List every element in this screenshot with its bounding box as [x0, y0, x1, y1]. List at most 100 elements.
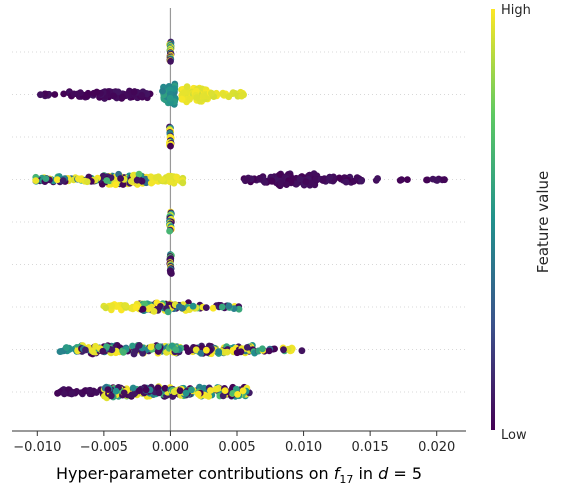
data-point [184, 348, 192, 355]
x-axis: −0.010 −0.005 0.000 0.005 0.010 0.015 0.020 [12, 430, 466, 455]
data-point [179, 179, 187, 187]
data-point [312, 175, 320, 183]
data-point [243, 344, 251, 351]
data-point [207, 387, 214, 394]
data-point [70, 90, 78, 98]
data-point [296, 175, 304, 183]
data-point [167, 142, 174, 150]
data-point [147, 173, 155, 181]
data-point [178, 95, 186, 103]
data-point [205, 393, 213, 400]
data-point [112, 387, 120, 395]
data-point [114, 88, 122, 96]
data-point [161, 384, 169, 392]
data-point [219, 392, 227, 400]
data-point [183, 83, 191, 91]
data-point [168, 270, 175, 277]
data-point [219, 90, 227, 98]
data-points [32, 38, 448, 402]
data-point [135, 170, 143, 178]
data-point [83, 92, 91, 100]
x-tick-label: 0.020 [418, 440, 455, 455]
data-point [108, 302, 116, 310]
data-point [235, 305, 243, 313]
data-point [292, 180, 300, 188]
data-point [159, 176, 167, 184]
data-point [119, 93, 126, 101]
data-point [132, 304, 140, 312]
data-point [192, 346, 200, 354]
data-point [342, 178, 350, 186]
data-point [358, 177, 365, 185]
data-point [203, 346, 210, 354]
data-point [139, 305, 147, 313]
data-point [271, 345, 278, 353]
data-point [243, 176, 251, 184]
data-point [144, 305, 152, 313]
data-point [182, 389, 190, 397]
data-point [86, 386, 94, 394]
data-point [59, 177, 67, 185]
colorbar-high-label: High [501, 3, 531, 18]
x-tick-label: −0.010 [13, 440, 61, 455]
data-point [166, 227, 174, 235]
colorbar-low-label: Low [501, 428, 527, 443]
x-axis-label: Hyper-parameter contributions on f17 in … [56, 464, 422, 486]
data-point [32, 177, 40, 185]
row-grid-lines [12, 51, 466, 393]
data-point [166, 178, 174, 186]
data-point [159, 87, 167, 95]
data-point [188, 386, 195, 394]
data-point [225, 302, 233, 310]
data-point [265, 347, 273, 355]
data-point [277, 179, 285, 187]
data-point [157, 303, 164, 310]
data-point [147, 343, 155, 351]
data-point [93, 389, 100, 396]
data-point [127, 178, 135, 185]
data-point [404, 176, 411, 184]
data-point [77, 89, 84, 97]
data-point [142, 386, 150, 394]
data-point [302, 178, 310, 186]
data-point [135, 387, 143, 394]
data-point [53, 176, 61, 184]
data-point [60, 390, 68, 398]
data-point [221, 387, 229, 394]
data-point [197, 349, 205, 357]
data-point [186, 95, 194, 103]
data-point [129, 342, 136, 350]
data-point [135, 342, 143, 349]
data-point [154, 384, 162, 392]
data-point [120, 349, 127, 356]
data-point [164, 308, 172, 316]
data-point [172, 346, 180, 354]
data-point [155, 389, 163, 397]
data-point [83, 178, 91, 186]
data-point [335, 174, 343, 182]
data-point [238, 92, 246, 100]
data-point [104, 386, 112, 393]
x-tick-label: 0.015 [352, 440, 389, 455]
data-point [202, 304, 210, 311]
data-point [307, 179, 315, 187]
data-point [112, 181, 120, 189]
data-point [176, 303, 183, 311]
data-point [276, 171, 284, 179]
data-point [120, 389, 128, 397]
data-point [167, 57, 174, 65]
data-point [223, 348, 231, 356]
data-point [194, 390, 202, 398]
data-point [117, 175, 124, 182]
data-point [239, 387, 247, 395]
data-point [166, 173, 173, 181]
data-point [110, 92, 117, 100]
data-point [280, 346, 287, 354]
data-point [42, 175, 50, 183]
data-point [119, 181, 127, 188]
data-point [133, 176, 141, 184]
x-tick-label: 0.000 [152, 440, 189, 455]
data-point [326, 173, 334, 181]
data-point [283, 181, 290, 189]
